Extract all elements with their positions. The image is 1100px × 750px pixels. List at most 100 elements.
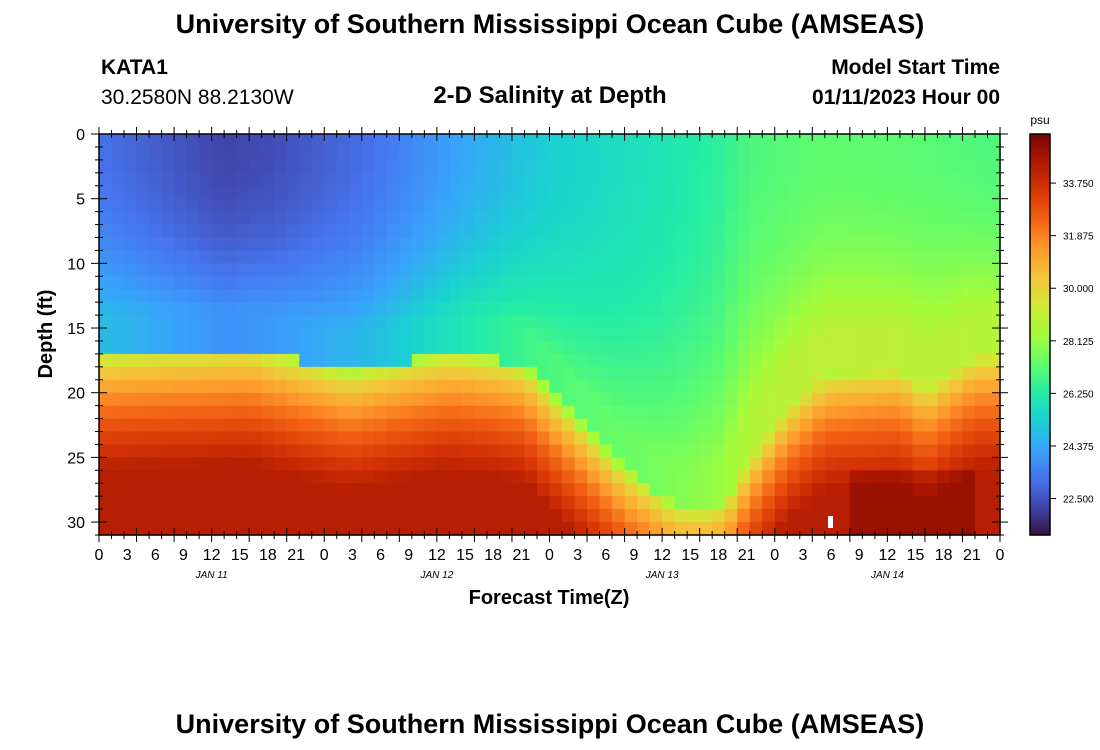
heatmap-cell [149,392,163,407]
heatmap-cell [99,379,113,394]
heatmap-cell [286,159,300,174]
heatmap-cell [386,146,400,161]
heatmap-cell [774,172,788,187]
heatmap-cell [199,353,213,368]
heatmap-cell [799,172,813,187]
heatmap-cell [261,444,275,458]
heatmap-cell [536,315,551,329]
heatmap-cell [361,315,375,329]
heatmap-cell [536,250,551,264]
heatmap-cell [224,224,238,239]
heatmap-cell [499,405,513,420]
heatmap-cell [612,302,626,316]
heatmap-cell [386,379,400,394]
heatmap-cell [499,444,513,458]
heatmap-cell [812,379,826,394]
heatmap-cell [812,263,826,277]
heatmap-cell [299,237,313,252]
heatmap-cell [612,172,626,187]
heatmap-cell [924,224,939,239]
heatmap-cell [862,276,876,290]
heatmap-cell [849,340,863,355]
heatmap-cell [211,418,225,433]
heatmap-cell [299,405,313,420]
heatmap-cell [849,185,863,200]
heatmap-cell [149,418,163,433]
heatmap-cell [186,159,200,174]
heatmap-cell [712,328,726,342]
heatmap-cell [599,353,613,368]
heatmap-cell [674,134,688,148]
heatmap-cell [624,457,638,471]
heatmap-cell [787,392,801,407]
colorbar-swatch [1030,412,1050,416]
heatmap-cell [612,353,626,368]
heatmap-cell [99,444,113,458]
heatmap-cell [399,366,413,381]
heatmap-cell [749,457,763,471]
heatmap-cell [962,328,976,342]
heatmap-cell [574,418,588,433]
heatmap-cell [987,509,1001,523]
heatmap-cell [111,263,125,277]
heatmap-cell [311,444,325,458]
heatmap-cell [136,328,150,342]
heatmap-cell [799,379,813,394]
heatmap-cell [637,159,651,174]
heatmap-cell [699,431,713,446]
colorbar-swatch [1030,251,1050,255]
heatmap-cell [411,263,425,277]
heatmap-cell [649,470,663,484]
heatmap-cell [436,340,450,355]
heatmap-cell [511,134,526,148]
heatmap-cell [924,353,939,368]
heatmap-cell [111,366,125,381]
heatmap-cell [311,237,325,252]
heatmap-cell [436,250,450,264]
heatmap-cell [887,185,901,200]
heatmap-cell [974,418,989,433]
heatmap-cell [774,224,788,239]
heatmap-cell [599,379,613,394]
heatmap-cell [987,496,1001,510]
heatmap-cell [436,134,450,148]
day-label: JAN 13 [645,570,679,581]
heatmap-cell [687,509,701,523]
heatmap-cell [674,496,688,510]
heatmap-cell [224,328,238,342]
heatmap-cell [762,185,776,200]
heatmap-cell [749,146,763,161]
heatmap-cell [762,444,776,458]
heatmap-cell [562,263,576,277]
heatmap-cell [236,237,250,252]
heatmap-cell [824,289,838,303]
heatmap-cell [311,302,325,316]
heatmap-cell [612,276,626,290]
heatmap-cell [912,470,926,484]
heatmap-cell [524,509,538,523]
heatmap-cell [124,483,138,497]
heatmap-cell [774,134,788,148]
heatmap-cell [386,340,400,355]
heatmap-cell [562,431,576,446]
colorbar-swatch [1030,221,1050,225]
heatmap-cell [286,392,300,407]
heatmap-cell [599,237,613,252]
heatmap-cell [324,509,338,523]
heatmap-cell [787,146,801,161]
heatmap-cell [411,250,425,264]
heatmap-cell [324,366,338,381]
heatmap-cell [699,289,713,303]
heatmap-cell [824,134,838,148]
heatmap-cell [161,289,175,303]
heatmap-cell [336,198,350,213]
heatmap-cell [587,496,601,510]
colorbar-swatch [1030,196,1050,200]
heatmap-cell [111,431,125,446]
heatmap-cell [949,353,964,368]
colorbar-swatch [1030,191,1050,195]
heatmap-cell [311,353,325,368]
heatmap-cell [649,159,663,174]
heatmap-cell [949,315,964,329]
x-tick-label: 0 [320,547,329,564]
